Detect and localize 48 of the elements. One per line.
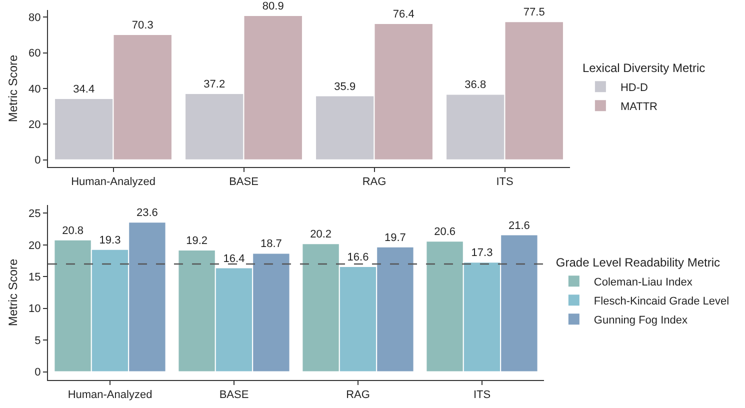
legend-label: Coleman-Liau Index <box>594 276 693 288</box>
y-tick-label: 80 <box>28 12 41 24</box>
data-label: 35.9 <box>334 80 356 93</box>
data-label: 36.8 <box>464 79 486 92</box>
data-label: 19.2 <box>186 235 208 248</box>
data-label: 80.9 <box>262 0 284 13</box>
y-tick-label: 60 <box>28 48 41 60</box>
y-tick-label: 20 <box>28 119 41 132</box>
data-label: 37.2 <box>204 78 226 90</box>
y-tick-label: 40 <box>28 83 41 96</box>
x-tick-label: ITS <box>473 389 491 402</box>
data-label: 20.2 <box>310 228 332 241</box>
data-label: 17.3 <box>471 247 493 260</box>
x-tick-label: Human-Analyzed <box>68 389 152 402</box>
x-tick-label: ITS <box>496 176 514 188</box>
legend-title: Lexical Diversity Metric <box>582 61 706 76</box>
legend-label: Flesch-Kincaid Grade Level <box>594 295 730 308</box>
x-tick-label: Human-Analyzed <box>71 176 156 188</box>
x-tick-label: RAG <box>346 389 370 402</box>
y-tick-label: 0 <box>34 366 41 379</box>
x-tick-label: BASE <box>229 176 258 188</box>
x-tick-label: BASE <box>219 389 249 402</box>
y-axis-title: Metric Score <box>6 54 20 122</box>
y-tick-label: 0 <box>34 154 41 167</box>
y-tick-label: 25 <box>28 208 41 220</box>
legend-label: HD-D <box>620 82 648 94</box>
data-label: 34.4 <box>73 83 95 96</box>
data-label: 76.4 <box>392 8 414 21</box>
data-label: 19.3 <box>99 234 121 246</box>
y-tick-label: 20 <box>28 240 41 252</box>
data-label: 16.4 <box>223 252 245 265</box>
data-label: 70.3 <box>132 19 154 32</box>
y-tick-label: 5 <box>34 334 41 347</box>
data-label: 20.8 <box>62 224 84 237</box>
x-tick-label: RAG <box>362 176 386 188</box>
legend-label: MATTR <box>620 100 658 113</box>
data-label: 21.6 <box>508 220 530 232</box>
data-label: 20.6 <box>434 226 456 238</box>
data-label: 77.5 <box>523 6 545 19</box>
data-label: 19.7 <box>384 232 406 244</box>
legend-title: Grade Level Readability Metric <box>556 256 720 270</box>
legend-label: Gunning Fog Index <box>594 314 688 326</box>
y-axis-title: Metric Score <box>6 258 20 326</box>
data-label: 16.6 <box>347 252 369 264</box>
y-tick-label: 15 <box>28 272 41 284</box>
data-label: 18.7 <box>260 238 282 250</box>
y-tick-label: 10 <box>28 303 41 316</box>
data-label: 23.6 <box>136 207 158 220</box>
